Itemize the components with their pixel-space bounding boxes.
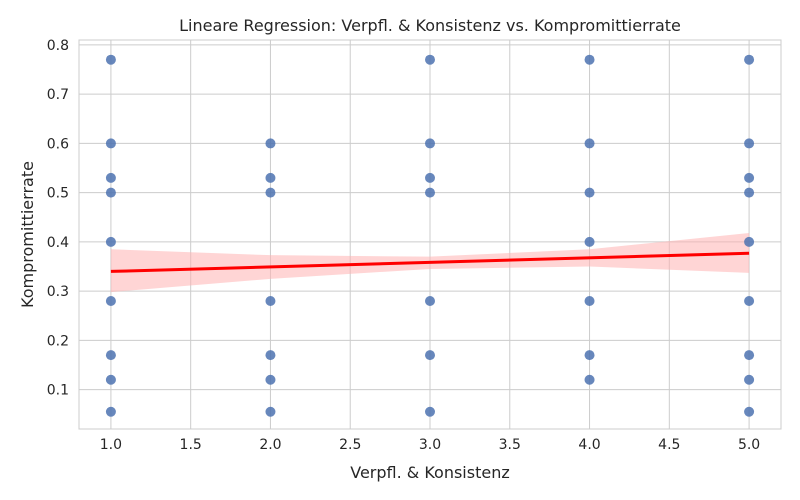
y-tick-label: 0.6 bbox=[47, 136, 69, 152]
data-point bbox=[425, 172, 435, 183]
data-point bbox=[584, 187, 595, 198]
data-point bbox=[744, 187, 755, 198]
data-point bbox=[744, 406, 755, 417]
x-tick-label: 1.0 bbox=[100, 437, 122, 453]
data-point bbox=[425, 187, 435, 198]
data-point bbox=[105, 236, 116, 247]
data-point bbox=[265, 350, 276, 361]
data-point bbox=[265, 138, 276, 149]
data-point bbox=[105, 374, 116, 385]
data-point bbox=[265, 374, 276, 385]
data-point bbox=[584, 295, 595, 306]
data-point bbox=[425, 295, 435, 306]
data-point bbox=[744, 236, 755, 247]
x-tick-label: 4.0 bbox=[578, 437, 600, 453]
x-tick-label: 1.5 bbox=[180, 437, 202, 453]
data-point bbox=[265, 187, 276, 198]
x-tick-label: 2.0 bbox=[259, 437, 281, 453]
grid bbox=[79, 40, 781, 429]
data-point bbox=[744, 374, 755, 385]
y-tick-label: 0.8 bbox=[47, 38, 69, 54]
x-axis-label: Verpfl. & Konsistenz bbox=[350, 463, 510, 482]
x-tick-labels: 1.0 1.5 2.0 2.5 3.0 3.5 4.0 4.5 5.0 bbox=[100, 437, 760, 453]
y-tick-label: 0.3 bbox=[47, 284, 69, 300]
data-point bbox=[105, 187, 116, 198]
y-tick-labels: 0.1 0.2 0.3 0.4 0.5 0.6 0.7 0.8 bbox=[47, 38, 69, 399]
data-point bbox=[584, 374, 595, 385]
regression-line bbox=[110, 251, 750, 273]
scatter-points bbox=[105, 54, 755, 417]
data-point bbox=[105, 138, 116, 149]
data-point bbox=[105, 406, 116, 417]
x-tick-label: 3.5 bbox=[499, 437, 521, 453]
x-tick-label: 5.0 bbox=[738, 437, 760, 453]
data-point bbox=[584, 54, 595, 65]
data-point bbox=[265, 295, 276, 306]
y-tick-label: 0.4 bbox=[47, 235, 69, 251]
data-point bbox=[425, 406, 435, 417]
chart-title: Lineare Regression: Verpfl. & Konsistenz… bbox=[179, 16, 681, 35]
data-point bbox=[584, 236, 595, 247]
data-point bbox=[744, 138, 755, 149]
y-tick-label: 0.1 bbox=[47, 383, 69, 399]
x-tick-label: 2.5 bbox=[339, 437, 361, 453]
data-point bbox=[744, 350, 755, 361]
y-tick-label: 0.7 bbox=[47, 87, 69, 103]
data-point bbox=[105, 350, 116, 361]
regression-line-group bbox=[110, 251, 750, 273]
data-point bbox=[105, 172, 116, 183]
data-point bbox=[265, 406, 276, 417]
data-point bbox=[105, 54, 116, 65]
data-point bbox=[265, 172, 276, 183]
y-tick-label: 0.5 bbox=[47, 186, 69, 202]
data-point bbox=[425, 350, 435, 361]
data-point bbox=[425, 138, 435, 149]
data-point bbox=[744, 172, 755, 183]
x-tick-label: 3.0 bbox=[419, 437, 441, 453]
data-point bbox=[584, 350, 595, 361]
y-axis-label: Kompromittierrate bbox=[18, 161, 37, 308]
data-point bbox=[744, 54, 755, 65]
data-point bbox=[105, 295, 116, 306]
data-point bbox=[744, 295, 755, 306]
x-tick-label: 4.5 bbox=[658, 437, 680, 453]
data-point bbox=[584, 138, 595, 149]
y-tick-label: 0.2 bbox=[47, 333, 69, 349]
data-point bbox=[425, 54, 435, 65]
